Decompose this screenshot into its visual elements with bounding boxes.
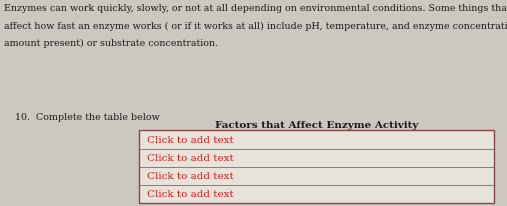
Text: amount present) or substrate concentration.: amount present) or substrate concentrati…: [4, 39, 218, 48]
Text: Click to add text: Click to add text: [147, 171, 234, 180]
Text: Click to add text: Click to add text: [147, 153, 234, 162]
Text: 10.  Complete the table below: 10. Complete the table below: [15, 112, 160, 121]
Text: Click to add text: Click to add text: [147, 135, 234, 144]
Text: affect how fast an enzyme works ( or if it works at all) include pH, temperature: affect how fast an enzyme works ( or if …: [4, 22, 507, 31]
Text: Enzymes can work quickly, slowly, or not at all depending on environmental condi: Enzymes can work quickly, slowly, or not…: [4, 4, 507, 13]
Bar: [139, 131, 494, 203]
Text: Factors that Affect Enzyme Activity: Factors that Affect Enzyme Activity: [215, 121, 419, 129]
Text: Click to add text: Click to add text: [147, 190, 234, 198]
Bar: [139, 131, 494, 203]
